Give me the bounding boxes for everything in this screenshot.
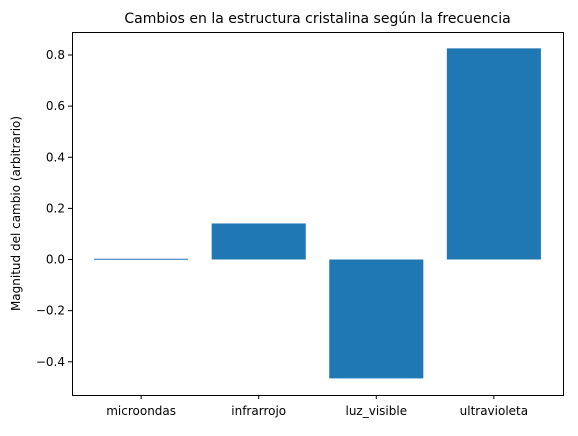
plot-frame — [72, 32, 564, 396]
x-tick-label: ultravioleta — [460, 404, 528, 418]
y-tick-label: 0.0 — [46, 253, 65, 267]
x-tick-label: microondas — [106, 404, 176, 418]
y-axis-ticks: −0.4 −0.2 0.0 0.2 0.4 0.6 0.8 — [36, 48, 72, 369]
y-tick-label: 0.4 — [46, 150, 65, 164]
bar-microondas — [94, 258, 189, 260]
y-tick-label: 0.2 — [46, 201, 65, 215]
x-tick-label: luz_visible — [345, 404, 407, 418]
x-tick-label: infrarrojo — [231, 404, 286, 418]
y-axis-label: Magnitud del cambio (arbitrario) — [9, 116, 23, 311]
y-tick-label: 0.8 — [46, 48, 65, 62]
bars-group — [94, 48, 541, 379]
y-tick-label: −0.4 — [36, 355, 65, 369]
chart-title: Cambios en la estructura cristalina segú… — [124, 11, 510, 27]
bar-infrarrojo — [211, 223, 306, 260]
bar-luz_visible — [329, 259, 424, 379]
y-tick-label: −0.2 — [36, 304, 65, 318]
bar-ultravioleta — [446, 48, 541, 260]
y-tick-label: 0.6 — [46, 99, 65, 113]
x-axis-ticks: microondas infrarrojo luz_visible ultraviol… — [106, 395, 528, 418]
